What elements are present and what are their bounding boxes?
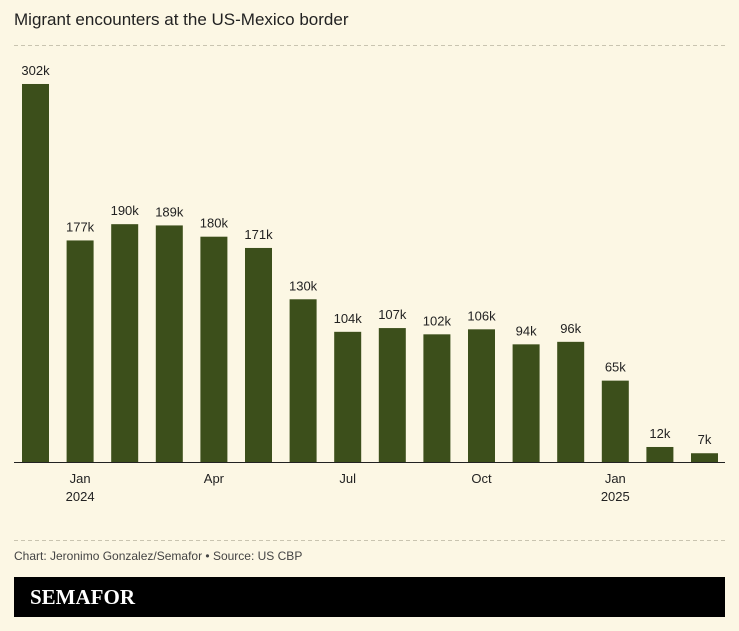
x-tick-year: 2025 — [601, 489, 630, 504]
brand: SEMAFOR — [30, 585, 136, 609]
x-tick-year: 2024 — [66, 489, 95, 504]
value-label: 96k — [560, 321, 581, 336]
value-label: 177k — [66, 219, 95, 234]
bar — [111, 224, 139, 462]
value-label: 171k — [244, 227, 273, 242]
x-tick-label: Jan — [70, 471, 91, 486]
value-label: 130k — [289, 278, 318, 293]
bar — [200, 236, 228, 462]
bar — [691, 453, 718, 462]
bar — [512, 344, 540, 462]
bar — [646, 446, 674, 462]
source: Chart: Jeronimo Gonzalez/Semafor • Sourc… — [14, 549, 302, 563]
bar — [66, 240, 94, 462]
chart-title: Migrant encounters at the US-Mexico bord… — [14, 10, 349, 29]
x-tick-label: Apr — [204, 471, 225, 486]
bar — [155, 225, 183, 462]
x-tick-label: Jul — [339, 471, 356, 486]
value-label: 65k — [605, 360, 626, 375]
bar — [468, 329, 495, 462]
brand-bar — [14, 577, 725, 617]
bar — [289, 299, 317, 462]
bar — [378, 328, 406, 462]
value-label: 12k — [649, 426, 670, 441]
bar — [22, 83, 49, 462]
value-label: 102k — [423, 313, 452, 328]
value-label: 7k — [698, 432, 712, 447]
value-label: 107k — [378, 307, 407, 322]
value-label: 94k — [516, 323, 537, 338]
x-tick-label: Oct — [471, 471, 492, 486]
value-label: 302k — [21, 63, 50, 78]
value-label: 190k — [111, 203, 140, 218]
bar — [245, 247, 272, 462]
value-label: 189k — [155, 204, 184, 219]
bar — [557, 341, 585, 462]
value-label: 104k — [334, 311, 363, 326]
bar — [423, 334, 451, 462]
value-label: 180k — [200, 216, 229, 231]
value-label: 106k — [467, 308, 496, 323]
x-tick-label: Jan — [605, 471, 626, 486]
bar — [334, 331, 362, 462]
bar — [601, 380, 629, 462]
